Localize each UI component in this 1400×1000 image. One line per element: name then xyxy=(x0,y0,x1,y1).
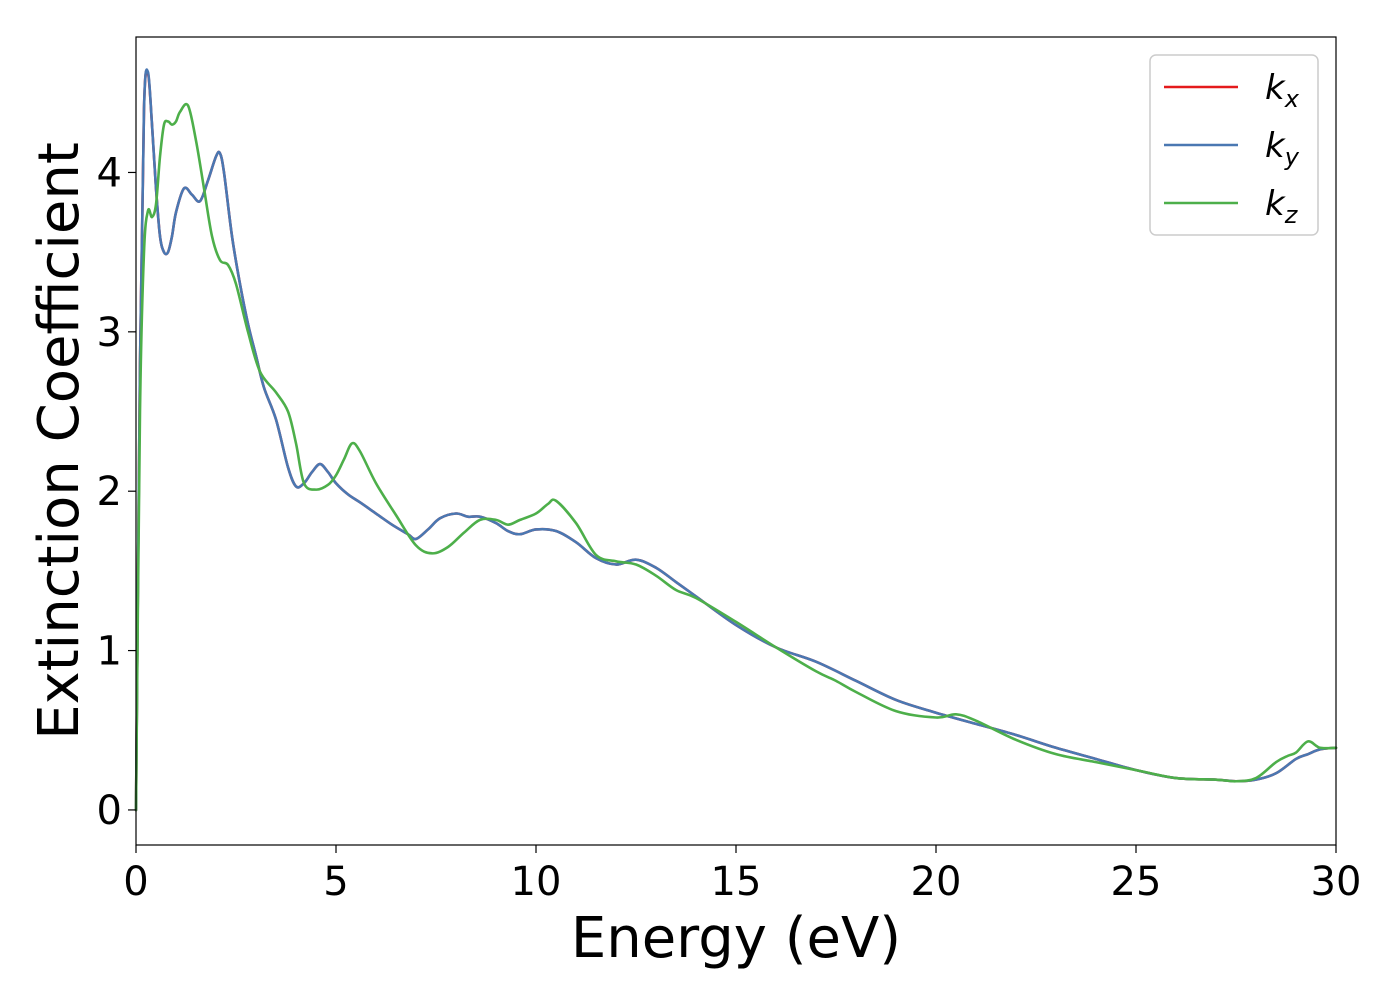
y-tick-label: 1 xyxy=(97,629,122,675)
y-tick-label: 3 xyxy=(97,310,122,356)
y-tick-label: 0 xyxy=(97,788,122,834)
y-axis-title: Extinction Coefficient xyxy=(27,142,92,740)
legend-label-y: ky xyxy=(1265,126,1300,171)
series-line-z xyxy=(134,102,1338,812)
x-tick-label: 0 xyxy=(123,859,148,905)
x-axis-title: Energy (eV) xyxy=(571,906,901,971)
legend-entries: kx ky kz xyxy=(1164,68,1300,229)
x-tick-label: 30 xyxy=(1311,859,1362,905)
legend-label-z: kz xyxy=(1265,184,1299,229)
plot-lines xyxy=(134,68,1338,812)
x-tick-label: 15 xyxy=(711,859,762,905)
legend: kx ky kz xyxy=(1149,54,1319,236)
legend-label-x: kx xyxy=(1265,68,1300,113)
y-tick-label: 4 xyxy=(97,150,122,196)
x-tick-label: 10 xyxy=(511,859,562,905)
x-axis-ticks: 0 5 10 15 20 25 30 xyxy=(123,845,1361,905)
y-tick-label: 2 xyxy=(97,469,122,515)
y-axis-ticks: 0 1 2 3 4 xyxy=(97,150,136,834)
x-tick-label: 5 xyxy=(323,859,348,905)
x-tick-label: 25 xyxy=(1111,859,1162,905)
x-tick-label: 20 xyxy=(911,859,962,905)
